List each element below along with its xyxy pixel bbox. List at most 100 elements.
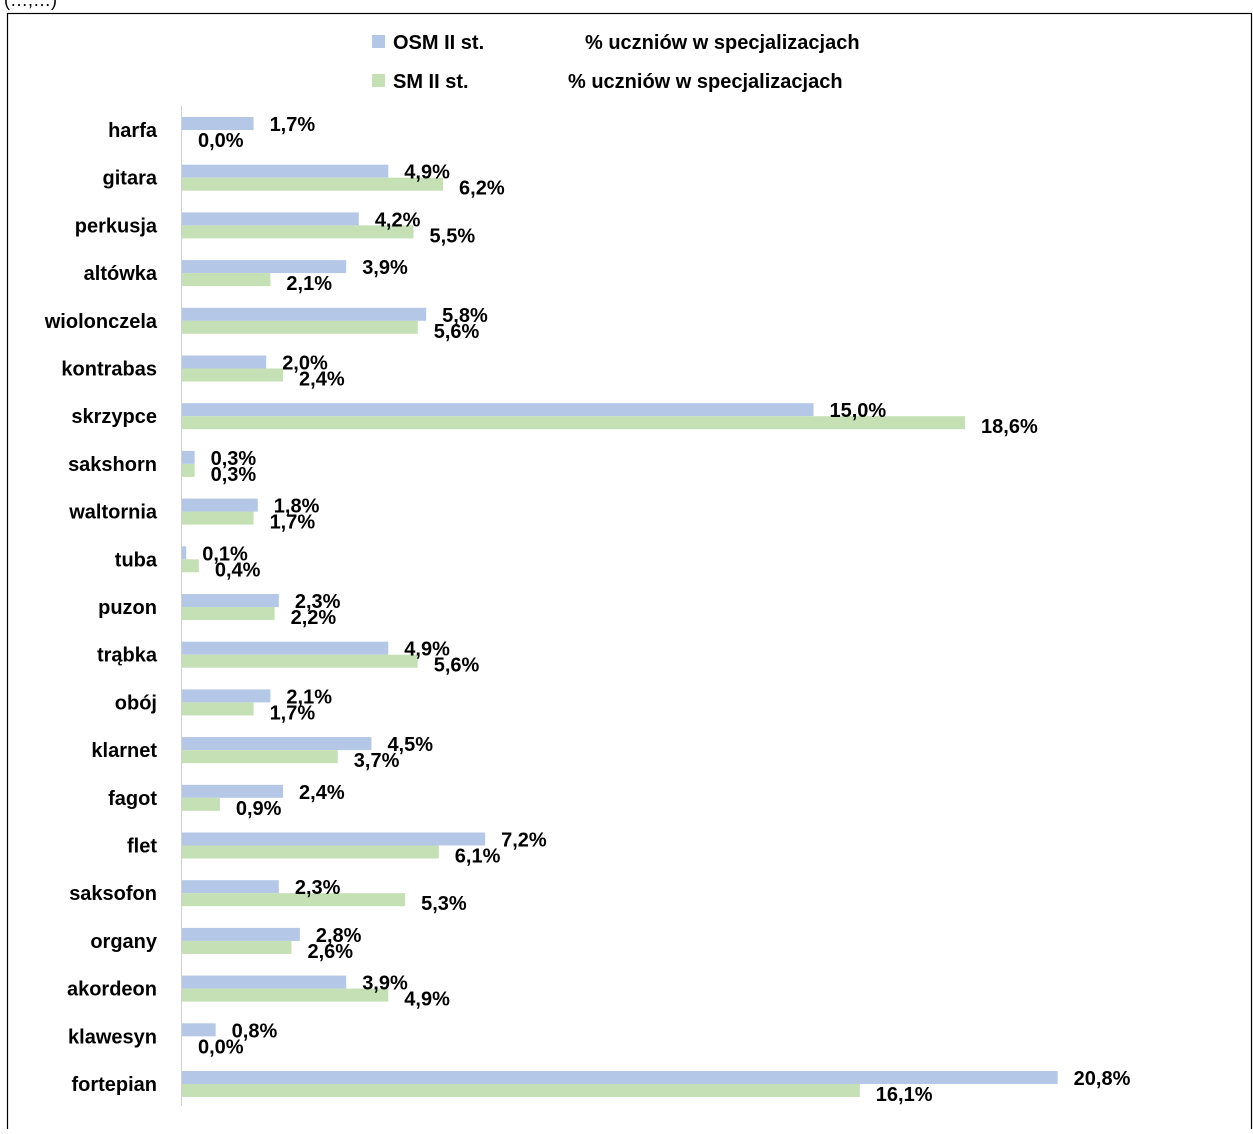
data-label-osm-altowka: 3,9% [362,257,408,279]
category-label-skrzypce: skrzypce [71,406,157,428]
data-label-osm-trabka: 4,9% [404,639,450,661]
legend: OSM II st. % uczniów w specjalizacjach S… [372,32,860,93]
bar-sm-akordeon [182,988,389,1002]
bar-sm-wiolonczela [182,320,418,334]
category-label-altowka: altówka [84,263,158,285]
bar-osm-harfa [182,117,254,130]
data-label-osm-harfa: 1,7% [270,114,316,136]
category-label-trabka: trąbka [97,645,158,667]
data-label-osm-oboj: 2,1% [286,686,332,708]
legend-series-name-osm: OSM II st. [393,32,484,54]
data-label-osm-fortepian: 20,8% [1074,1068,1131,1090]
category-label-flet: flet [127,836,157,858]
category-labels-layer: harfa gitara perkusja altówka wiolonczela kon… [44,120,158,1096]
bar-osm-wiolonczela [182,307,427,321]
category-label-waltornia: waltornia [68,502,158,524]
data-label-osm-puzon: 2,3% [295,591,341,613]
category-label-akordeon: akordeon [67,979,157,1001]
data-label-osm-fagot: 2,4% [299,782,345,804]
bar-osm-kontrabas [182,355,267,369]
category-label-klawesyn: klawesyn [68,1026,157,1048]
bar-osm-oboj [182,689,271,703]
legend-swatch-osm [372,35,385,48]
data-label-osm-wiolonczela: 5,8% [442,305,488,327]
bar-sm-oboj [182,702,254,716]
category-label-organy: organy [90,931,158,953]
data-label-sm-flet: 6,1% [455,846,501,868]
bar-osm-perkusja [182,212,359,226]
data-label-sm-waltornia: 1,7% [270,512,316,534]
data-label-sm-klarnet: 3,7% [354,750,400,772]
data-label-sm-sakshorn: 0,3% [211,464,257,486]
bar-sm-organy [182,940,292,954]
data-label-osm-klarnet: 4,5% [387,734,433,756]
data-label-osm-waltornia: 1,8% [274,496,320,518]
category-label-sakshorn: sakshorn [68,454,157,476]
bar-sm-perkusja [182,225,414,239]
category-label-fortepian: fortepian [71,1074,157,1096]
data-label-osm-organy: 2,8% [316,925,362,947]
category-label-puzon: puzon [98,597,157,619]
category-label-wiolonczela: wiolonczela [44,311,158,333]
bar-osm-flet [182,832,486,846]
category-label-fagot: fagot [108,788,157,810]
bar-osm-altowka [182,260,347,274]
bar-osm-fortepian [182,1071,1058,1084]
data-label-sm-trabka: 5,6% [434,655,480,677]
bar-sm-flet [182,845,439,859]
bar-sm-tuba [182,559,199,573]
data-label-sm-harfa: 0,0% [198,130,244,152]
category-label-tuba: tuba [115,549,158,571]
bar-sm-altowka [182,273,271,287]
category-label-saksofon: saksofon [69,883,157,905]
legend-series-name-sm: SM II st. [393,71,469,93]
bar-sm-fagot [182,797,220,811]
bar-sm-puzon [182,607,275,620]
data-label-sm-akordeon: 4,9% [404,989,450,1011]
data-label-osm-sakshorn: 0,3% [211,448,257,470]
bar-sm-gitara [182,177,444,191]
legend-label-osm: % uczniów w specjalizacjach [585,32,860,54]
data-label-osm-kontrabas: 2,0% [282,353,328,375]
data-label-osm-akordeon: 3,9% [362,973,408,995]
bar-osm-klarnet [182,737,372,751]
data-label-sm-kontrabas: 2,4% [299,369,345,391]
bar-sm-skrzypce [182,416,966,430]
data-label-sm-puzon: 2,2% [291,607,337,629]
category-label-gitara: gitara [103,168,158,190]
category-label-kontrabas: kontrabas [61,359,157,381]
data-label-sm-fortepian: 16,1% [876,1084,933,1106]
category-label-oboj: obój [115,692,157,714]
bar-sm-fortepian [182,1084,860,1097]
data-label-sm-altowka: 2,1% [286,273,332,295]
bar-osm-tuba [182,546,187,560]
data-labels-layer: 1,7%0,0%4,9%6,2%4,2%5,5%3,9%2,1%5,8%5,6%… [198,114,1131,1106]
category-label-perkusja: perkusja [75,215,158,237]
bar-osm-akordeon [182,975,347,989]
bar-sm-waltornia [182,511,254,525]
data-label-osm-perkusja: 4,2% [375,209,421,231]
bar-osm-waltornia [182,498,258,512]
bar-sm-kontrabas [182,368,284,382]
data-label-osm-skrzypce: 15,0% [830,400,887,422]
data-label-sm-gitara: 6,2% [459,178,505,200]
bar-osm-klawesyn [182,1023,216,1037]
category-label-harfa: harfa [108,120,158,142]
data-label-sm-fagot: 0,9% [236,798,282,820]
bar-sm-trabka [182,654,418,668]
bar-sm-sakshorn [182,463,195,477]
data-label-osm-saksofon: 2,3% [295,877,341,899]
bars-layer [182,117,1058,1097]
data-label-osm-klawesyn: 0,8% [232,1020,278,1042]
bar-osm-gitara [182,164,389,178]
bar-osm-skrzypce [182,403,814,417]
bar-osm-fagot [182,784,284,798]
data-label-osm-flet: 7,2% [501,830,547,852]
bar-osm-puzon [182,594,279,607]
data-label-sm-tuba: 0,4% [215,559,261,581]
data-label-osm-tuba: 0,1% [202,543,248,565]
data-label-sm-klawesyn: 0,0% [198,1036,244,1058]
bar-osm-organy [182,927,300,941]
data-label-sm-saksofon: 5,3% [421,893,467,915]
